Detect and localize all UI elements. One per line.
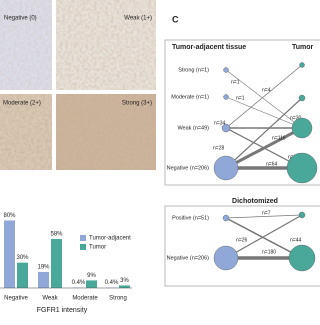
value-label: 19% [37,265,50,271]
edge-label: n=7 [262,210,271,216]
x-tick-label: Strong [109,296,127,302]
bar [4,220,15,288]
bar [17,263,28,288]
node-label: Negative (n=206) [167,165,210,171]
legend-label: Tumor [89,245,106,251]
node-label: Negative (n=206) [167,255,210,261]
node-right [292,118,312,138]
edge-label: n=64 [266,161,277,167]
value-label: 3% [120,278,129,284]
node-left [222,124,230,132]
node-label: Weak (n=49) [177,125,209,131]
node-label: Strong (n=1) [178,67,209,73]
legend-swatch [80,235,86,241]
bar [86,280,97,288]
edge-label: n=116 [272,135,286,141]
edge [226,97,302,128]
panel-letter: C [172,14,179,24]
node-right [300,63,305,68]
value-label: 0.4% [72,280,86,286]
edge-label: n=180 [262,249,276,255]
edge-label: n=28 [213,145,224,151]
value-label: 58% [50,232,63,238]
panel-c: C Tumor-adjacent tissue Tumor Dichotomiz… [165,14,320,286]
node-right [287,153,317,183]
x-tick-label: Weak [42,296,58,302]
node-label: Moderate (n=1) [171,94,209,100]
x-tick-label: Negative [4,296,28,302]
node-left [224,68,229,73]
dichotomized-title: Dichotomized [232,198,278,205]
bar [51,239,62,288]
value-label: 0.4% [105,280,119,286]
left-title: Tumor-adjacent tissue [172,44,246,51]
right-title: Tumor [292,44,314,51]
value-label: 9% [87,273,96,279]
micrographs: Negative (0) Weak (1+) Moderate (2+) Str… [0,0,156,170]
image-label: Negative (0) [4,16,37,22]
node-left [223,215,229,221]
node-label: Positive (n=51) [172,215,209,221]
legend-swatch [80,244,86,250]
edge-label: n=26 [236,237,247,243]
edge-label: n=1 [231,79,240,85]
legend-label: Tumor-adjacent [89,236,131,242]
node-left [224,95,229,100]
edge-label: n=4 [262,87,271,93]
value-label: 80% [3,213,16,219]
image-texture [0,0,52,90]
image-texture [56,0,156,90]
x-tick-label: Moderate [72,296,98,302]
image-label: Strong (3+) [122,101,152,107]
value-label: 30% [16,255,29,261]
node-right [299,95,305,101]
image-label: Moderate (2+) [3,101,41,107]
node-left [214,156,238,180]
edge-label: n=1 [236,95,245,101]
node-right [289,245,315,271]
edge-label: n=44 [290,237,301,243]
bar [119,285,130,288]
image-label: Weak (1+) [124,16,152,22]
bar [38,272,49,288]
node-right [299,212,305,218]
x-axis-label: FGFR1 intensity [37,307,88,314]
node-left [214,246,238,270]
